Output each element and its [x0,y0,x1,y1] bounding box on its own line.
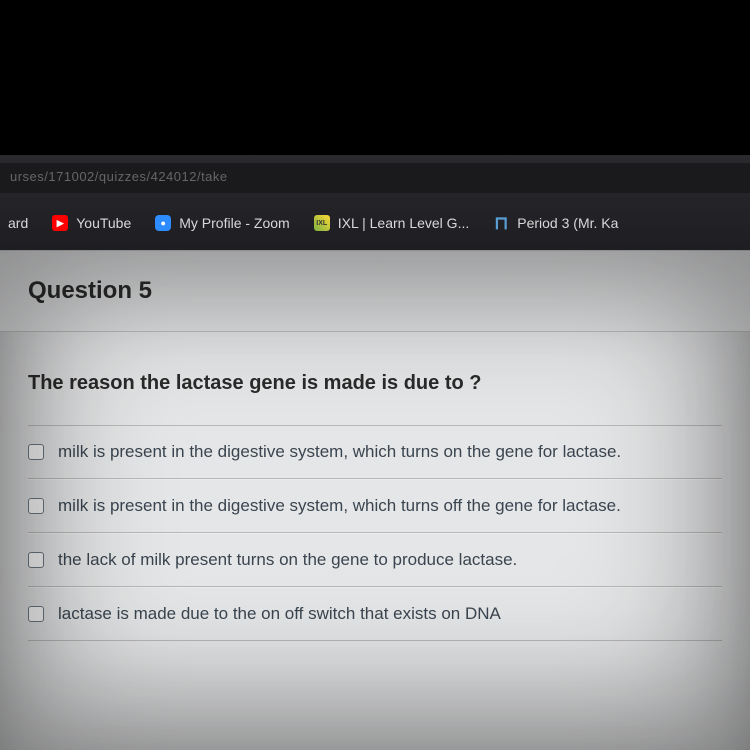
question-number: Question 5 [28,277,722,305]
question-text: The reason the lactase gene is made is d… [28,372,722,395]
ixl-icon: IXL [314,215,330,231]
bookmark-item-youtube[interactable]: ▶ YouTube [52,215,131,231]
browser-chrome: urses/171002/quizzes/424012/take ard ▶ Y… [0,155,750,250]
options-list: milk is present in the digestive system,… [0,425,750,641]
checkbox[interactable] [28,606,44,622]
bookmark-label: My Profile - Zoom [179,215,289,231]
option-text: lactase is made due to the on off switch… [58,604,501,624]
top-black-region [0,0,750,155]
url-bar[interactable]: urses/171002/quizzes/424012/take [0,163,750,193]
question-header: Question 5 [0,250,750,332]
quiz-content: Question 5 The reason the lactase gene i… [0,250,750,750]
option-row[interactable]: milk is present in the digestive system,… [28,425,722,479]
option-row[interactable]: lactase is made due to the on off switch… [28,587,722,641]
bookmark-item-zoom[interactable]: ● My Profile - Zoom [155,215,289,231]
checkbox[interactable] [28,444,44,460]
bookmark-label: YouTube [76,215,131,231]
checkbox[interactable] [28,498,44,514]
option-text: milk is present in the digestive system,… [58,496,621,516]
bookmarks-bar: ard ▶ YouTube ● My Profile - Zoom IXL IX… [0,208,750,238]
canvas-icon: ⊓ [493,215,509,231]
question-body: The reason the lactase gene is made is d… [0,332,750,425]
bookmark-item-ixl[interactable]: IXL IXL | Learn Level G... [314,215,470,231]
option-row[interactable]: milk is present in the digestive system,… [28,479,722,533]
option-row[interactable]: the lack of milk present turns on the ge… [28,533,722,587]
checkbox[interactable] [28,552,44,568]
option-text: milk is present in the digestive system,… [58,442,621,462]
bookmark-label: ard [8,215,28,231]
bookmark-label: IXL | Learn Level G... [338,215,470,231]
option-text: the lack of milk present turns on the ge… [58,550,517,570]
bookmark-item-period3[interactable]: ⊓ Period 3 (Mr. Ka [493,215,618,231]
youtube-icon: ▶ [52,215,68,231]
zoom-icon: ● [155,215,171,231]
bookmark-item-ard[interactable]: ard [8,215,28,231]
bookmark-label: Period 3 (Mr. Ka [517,215,618,231]
